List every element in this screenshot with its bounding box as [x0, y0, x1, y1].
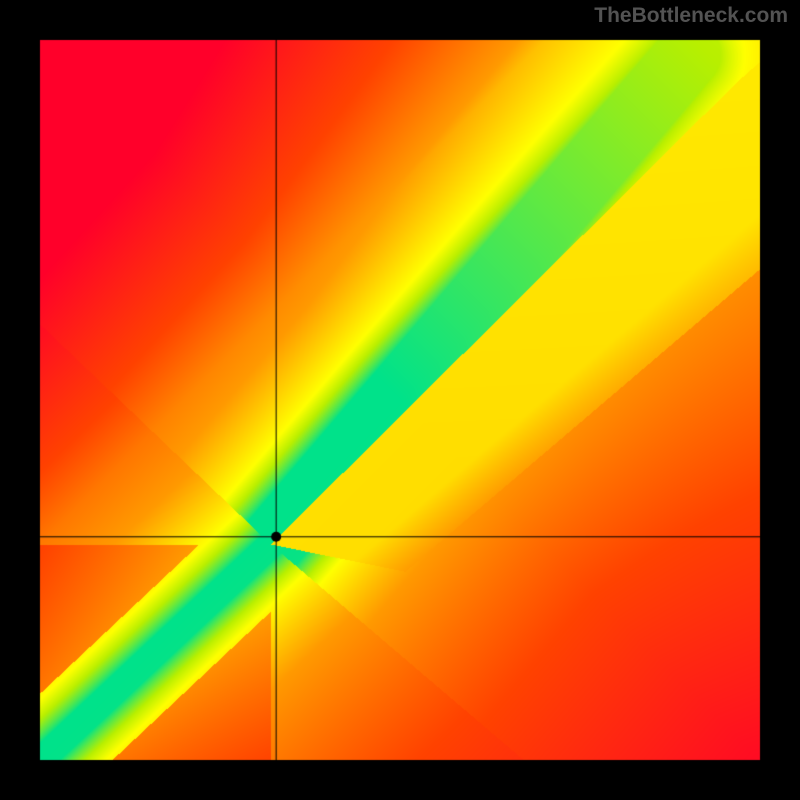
watermark-text: TheBottleneck.com: [594, 4, 788, 28]
bottleneck-heatmap-canvas: [0, 0, 800, 800]
